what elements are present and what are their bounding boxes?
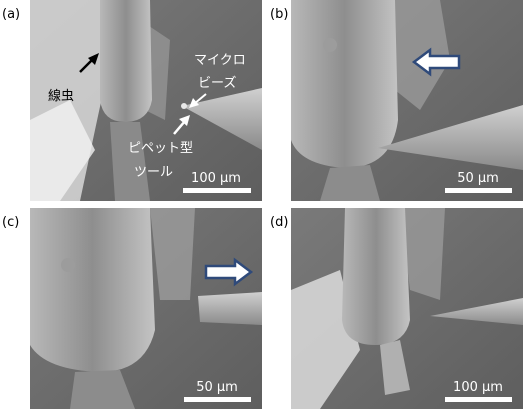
- scale-bar: [184, 397, 251, 402]
- page: {"panels": [ {"label": "(a)", "scale_bar…: [0, 0, 523, 411]
- annotation: マイクロ: [194, 53, 246, 68]
- annotation: ツール: [134, 165, 173, 180]
- panel-label: (c): [2, 215, 19, 230]
- scale-bar-label: 100 µm: [191, 171, 241, 186]
- scale-bar: [183, 188, 251, 193]
- scale-bar: [445, 397, 512, 402]
- panel-label: (d): [270, 215, 288, 230]
- annotation: ビーズ: [198, 75, 236, 91]
- panel-label: (b): [270, 7, 288, 22]
- panel-d-image: [291, 208, 523, 409]
- scale-bar-label: 50 µm: [457, 171, 499, 186]
- panel-c-image: [30, 208, 262, 409]
- figure: (a) 線虫 マイクロ ビーズ ピペット型 ツール 100 µm (b) 50 …: [0, 0, 523, 411]
- scale-bar-label: 50 µm: [196, 380, 238, 395]
- scale-bar: [445, 188, 512, 193]
- annotation: ピペット型: [128, 141, 193, 156]
- annotation: 線虫: [48, 88, 74, 104]
- panel-label: (a): [2, 7, 20, 22]
- scale-bar-label: 100 µm: [453, 380, 503, 395]
